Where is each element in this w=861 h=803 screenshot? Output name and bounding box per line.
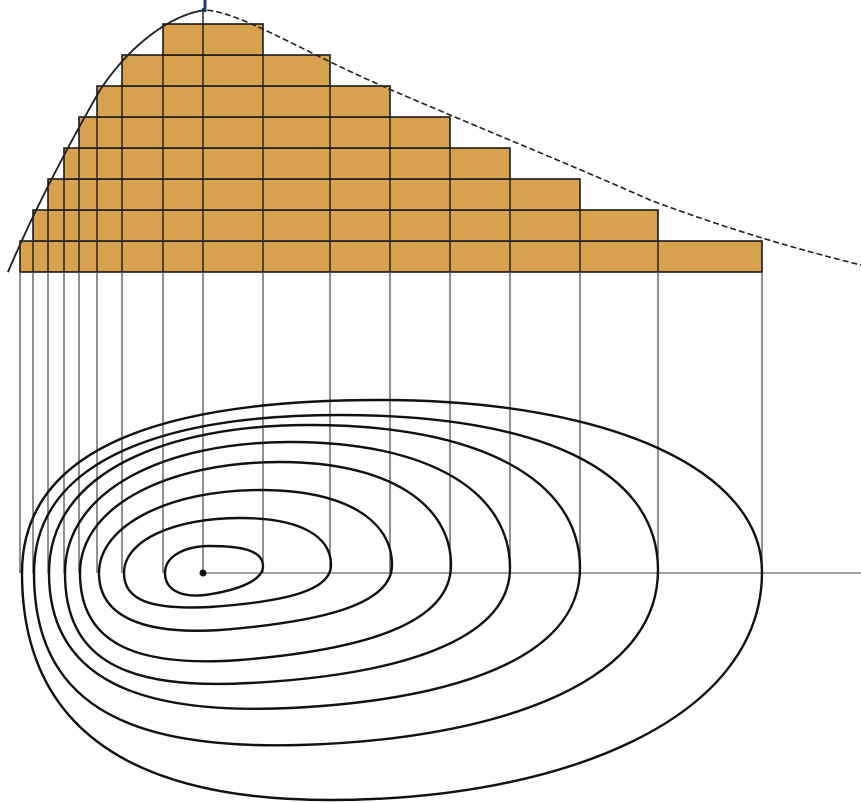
- layer-bar-7: [121, 54, 331, 87]
- center-point: [199, 569, 207, 577]
- contour-5: [78, 460, 453, 663]
- layer-bar-8: [162, 23, 264, 56]
- contour-lines: [20, 398, 764, 802]
- contour-7: [122, 516, 333, 609]
- projection-lines: [19, 272, 763, 573]
- envelope-curve-left: [7, 9, 206, 273]
- contour-6: [97, 488, 394, 632]
- layer-bar-4: [63, 147, 511, 180]
- layer-bar-5: [78, 116, 451, 149]
- contour-8: [163, 544, 265, 597]
- contour-4: [63, 440, 512, 686]
- layer-bar-1: [19, 240, 763, 273]
- contour-2: [32, 413, 660, 747]
- layer-bar-3: [47, 178, 581, 211]
- layer-bar-6: [96, 85, 391, 118]
- contour-1: [20, 398, 764, 802]
- contour-3: [47, 423, 582, 710]
- layer-bar-2: [32, 209, 659, 242]
- stacked-layer-bars: [19, 8, 763, 273]
